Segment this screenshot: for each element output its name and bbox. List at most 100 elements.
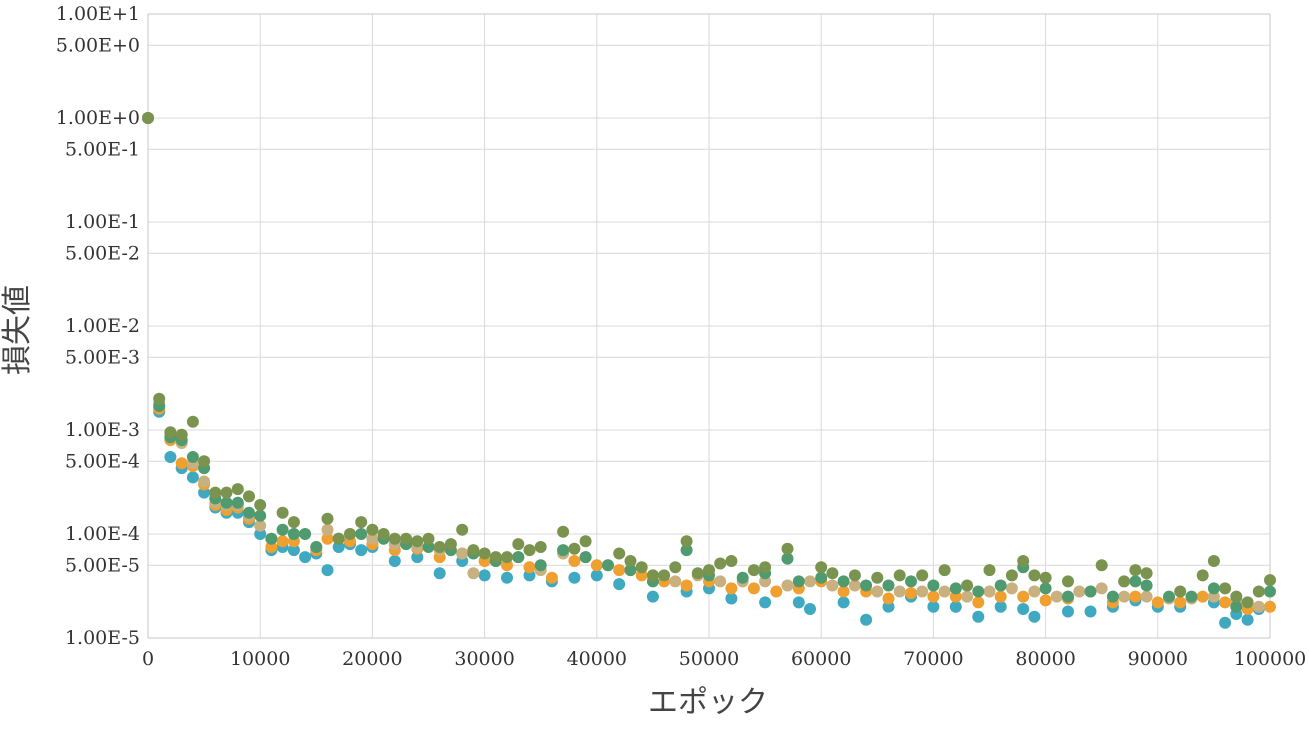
- data-point: [568, 542, 581, 555]
- data-point: [1106, 590, 1119, 603]
- data-point: [1118, 575, 1131, 588]
- data-point: [1028, 585, 1041, 598]
- data-point: [994, 600, 1007, 613]
- data-point: [1219, 616, 1232, 629]
- data-point: [142, 112, 154, 124]
- data-point: [848, 569, 861, 582]
- data-point: [916, 569, 929, 582]
- data-point: [602, 559, 614, 572]
- data-point: [646, 569, 659, 582]
- data-point: [1207, 590, 1220, 603]
- data-point: [265, 541, 278, 553]
- data-point: [198, 486, 211, 499]
- data-point: [1017, 555, 1030, 567]
- data-point: [860, 579, 873, 592]
- x-tick-label: 20000: [342, 648, 402, 670]
- data-point: [736, 571, 749, 584]
- data-point: [781, 542, 794, 555]
- data-point: [893, 585, 906, 598]
- y-tick-label: 5.00E-4: [65, 450, 140, 472]
- data-point: [411, 551, 424, 564]
- data-point: [848, 579, 861, 592]
- data-point: [512, 551, 525, 564]
- y-tick-label: 1.00E-4: [65, 523, 140, 545]
- data-point: [254, 528, 267, 540]
- data-point: [321, 523, 334, 536]
- series-2: [142, 112, 1265, 613]
- data-point: [299, 551, 312, 564]
- data-point: [613, 564, 626, 577]
- data-point: [1005, 569, 1018, 582]
- data-point: [882, 592, 895, 605]
- data-point: [186, 451, 199, 463]
- data-point: [534, 541, 547, 553]
- data-point: [243, 490, 255, 503]
- data-point: [377, 528, 390, 540]
- data-point: [1140, 567, 1153, 580]
- data-point: [366, 523, 379, 536]
- data-point: [646, 590, 659, 603]
- data-point: [299, 528, 312, 540]
- x-tick-label: 0: [142, 648, 154, 670]
- data-point: [422, 541, 435, 553]
- data-point: [1095, 582, 1108, 595]
- data-point: [1129, 590, 1142, 603]
- data-points: [142, 112, 1276, 629]
- data-point: [624, 555, 637, 567]
- x-tick-label: 60000: [791, 648, 851, 670]
- data-point: [512, 538, 525, 551]
- y-tick-label: 1.00E+0: [56, 107, 140, 129]
- data-point: [927, 590, 940, 603]
- data-point: [1151, 596, 1164, 609]
- x-tick-label: 100000: [1234, 648, 1307, 670]
- data-point: [927, 579, 940, 592]
- data-point: [287, 528, 300, 540]
- data-point: [759, 561, 772, 574]
- data-point: [635, 561, 648, 574]
- data-point: [276, 523, 289, 536]
- data-point: [579, 535, 592, 548]
- x-tick-labels: 0 10000 20000 30000 40000 50000 60000 70000 8000…: [142, 648, 1306, 670]
- y-tick-label: 5.00E-3: [65, 346, 140, 368]
- data-point: [276, 535, 289, 548]
- data-point: [1129, 564, 1142, 577]
- data-point: [635, 569, 648, 582]
- data-point: [680, 544, 693, 557]
- data-point: [1028, 569, 1041, 582]
- data-point: [1264, 574, 1276, 587]
- data-point: [613, 578, 626, 591]
- data-point: [1174, 585, 1187, 598]
- data-point: [972, 596, 985, 609]
- data-point: [871, 571, 884, 584]
- data-point: [231, 496, 244, 509]
- data-point: [1207, 582, 1220, 595]
- data-point: [444, 538, 457, 551]
- data-point: [557, 544, 570, 557]
- data-point: [344, 528, 356, 540]
- data-point: [770, 585, 783, 598]
- data-point: [1062, 605, 1074, 618]
- data-point: [579, 551, 592, 564]
- data-point: [916, 585, 929, 598]
- data-point: [501, 559, 513, 572]
- data-point: [826, 567, 839, 580]
- data-point: [388, 555, 401, 567]
- data-point: [725, 555, 738, 567]
- data-point: [1252, 585, 1265, 598]
- data-point: [815, 571, 828, 584]
- data-point: [804, 603, 816, 615]
- data-point: [871, 585, 884, 598]
- data-point: [164, 426, 177, 439]
- data-point: [781, 579, 794, 592]
- data-point: [1118, 590, 1131, 603]
- x-axis-title: エポック: [648, 685, 768, 720]
- data-point: [815, 561, 828, 574]
- data-point: [254, 509, 267, 522]
- data-point: [1084, 605, 1097, 618]
- x-tick-label: 90000: [1128, 648, 1188, 670]
- data-point: [1017, 590, 1030, 603]
- data-point: [321, 564, 334, 577]
- data-point: [983, 564, 996, 577]
- data-point: [1028, 610, 1041, 623]
- data-point: [1005, 582, 1018, 595]
